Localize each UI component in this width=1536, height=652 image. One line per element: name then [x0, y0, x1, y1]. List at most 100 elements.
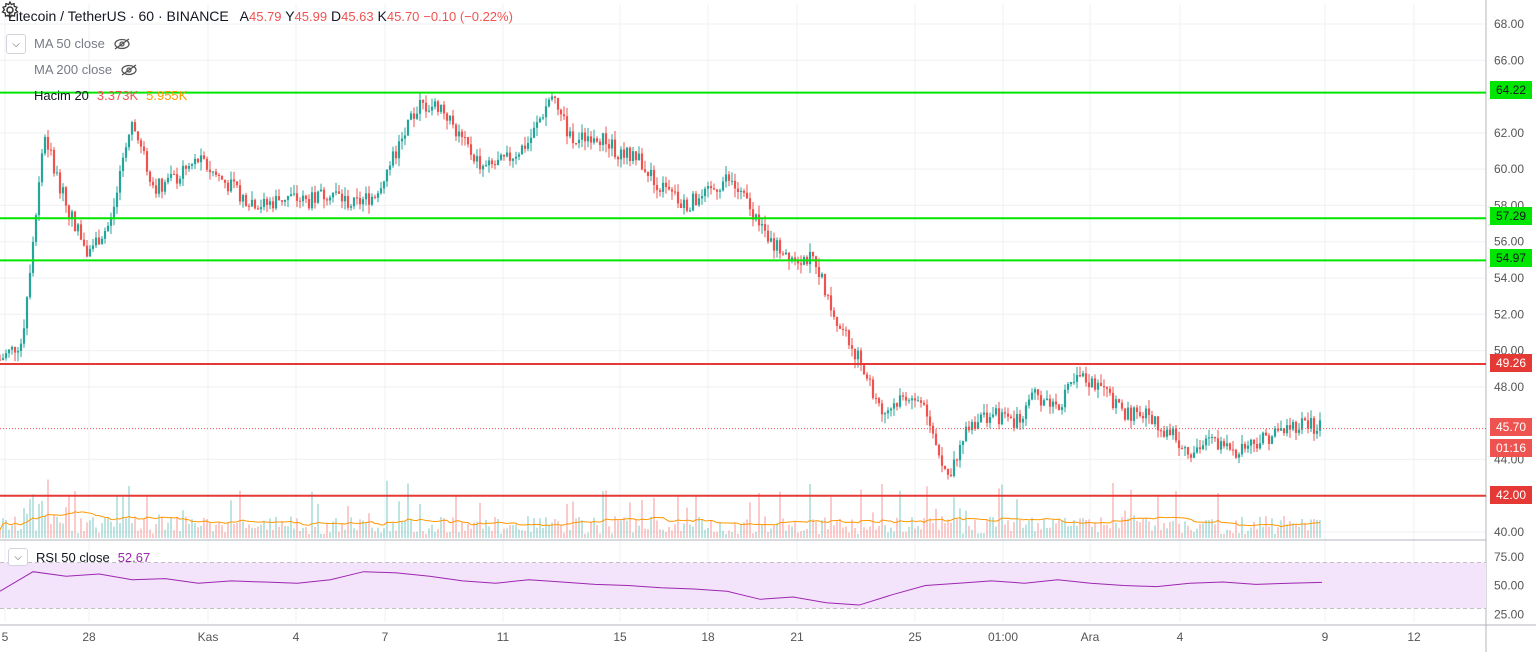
candle [157, 178, 161, 194]
candle [673, 191, 677, 193]
candle [139, 140, 143, 147]
candle [1045, 398, 1049, 401]
volume-bar [536, 527, 538, 538]
volume-bar [38, 503, 40, 538]
candle [1063, 389, 1067, 408]
volume-bar [791, 526, 793, 538]
candle [298, 200, 302, 202]
collapse-rsi-button[interactable]: ⌵ [8, 548, 28, 566]
candle [340, 193, 344, 202]
volume-bar [1049, 527, 1051, 538]
candle [475, 156, 479, 162]
candle [1258, 443, 1262, 449]
volume-bar [1082, 518, 1084, 538]
candle [1165, 429, 1169, 437]
candle [595, 138, 599, 142]
candle [37, 182, 41, 216]
candle [184, 165, 188, 169]
candle [1120, 402, 1124, 409]
volume-bar [1301, 518, 1303, 538]
candle [820, 273, 824, 278]
candle [388, 165, 392, 170]
candle [199, 155, 203, 163]
candle [913, 398, 917, 401]
candle [511, 158, 515, 161]
indicator-ma50[interactable]: MA 50 close [34, 36, 131, 51]
rsi-value: 52.67 [117, 549, 151, 565]
level-tag-57: 57.29 [1490, 207, 1532, 225]
volume-bar [1079, 518, 1081, 538]
eye-hidden-icon[interactable] [120, 63, 138, 76]
volume-bar [311, 491, 313, 538]
candle [898, 395, 902, 407]
volume-bar [1160, 530, 1162, 538]
candle [643, 169, 647, 172]
volume-bar [563, 532, 565, 538]
volume-bar [758, 492, 760, 538]
candle [1150, 414, 1154, 425]
candle [1201, 445, 1205, 450]
volume-bar [1184, 521, 1186, 538]
volume-bar [368, 513, 370, 538]
symbol-title[interactable]: Litecoin / TetherUS [8, 8, 127, 24]
candle [916, 400, 920, 402]
gear-icon[interactable] [0, 0, 20, 20]
volume-bar [488, 526, 490, 538]
candle [346, 196, 350, 208]
candle [10, 346, 14, 350]
candle [442, 104, 446, 114]
volume-bar [872, 512, 874, 538]
volume-bar [86, 522, 88, 538]
volume-bar [524, 530, 526, 538]
candle [559, 109, 563, 115]
candle [1069, 382, 1073, 385]
candle [1186, 447, 1190, 455]
candle [781, 253, 785, 255]
volume-bar [779, 491, 781, 538]
volume-bar [1076, 525, 1078, 538]
candle [1228, 443, 1232, 450]
volume-bar [188, 523, 190, 538]
candle [1078, 375, 1082, 377]
indicator-ma200[interactable]: MA 200 close [34, 62, 138, 77]
candle [73, 211, 77, 232]
volume-bar [131, 522, 133, 538]
volume-bar [116, 495, 118, 538]
candle [1153, 416, 1157, 425]
candle [196, 158, 200, 163]
volume-bar [149, 529, 151, 538]
collapse-legend-button[interactable]: ⌵ [6, 34, 26, 54]
indicator-volume[interactable]: Hacim 20 3.373K 5.955K [34, 88, 187, 103]
candle [169, 174, 173, 178]
volume-bar [953, 497, 955, 538]
eye-hidden-icon[interactable] [113, 37, 131, 50]
candle [652, 169, 656, 186]
candle [799, 263, 803, 265]
volume-bar [125, 518, 127, 538]
candle [1036, 389, 1040, 396]
volume-bar [254, 528, 256, 538]
candle [940, 455, 944, 466]
volume-bar [206, 519, 208, 538]
candle [733, 180, 737, 189]
interval-label[interactable]: 60 [138, 8, 155, 24]
volume-bar [1046, 527, 1048, 538]
candle [541, 117, 545, 119]
volume-bar [269, 518, 271, 538]
candle [382, 181, 386, 189]
time-axis-label: 01:00 [988, 630, 1018, 644]
volume-bar [461, 522, 463, 538]
volume-bar [929, 518, 931, 538]
candle [1087, 382, 1091, 388]
volume-bar [1169, 521, 1171, 538]
volume-bar [110, 521, 112, 538]
volume-bar [1307, 530, 1309, 538]
volume-bar [134, 516, 136, 538]
candle [1123, 408, 1127, 420]
volume-bar [656, 520, 658, 538]
candle [538, 118, 542, 123]
candle [373, 196, 377, 198]
rsi-legend[interactable]: ⌵ RSI 50 close 52.67 [8, 548, 150, 566]
